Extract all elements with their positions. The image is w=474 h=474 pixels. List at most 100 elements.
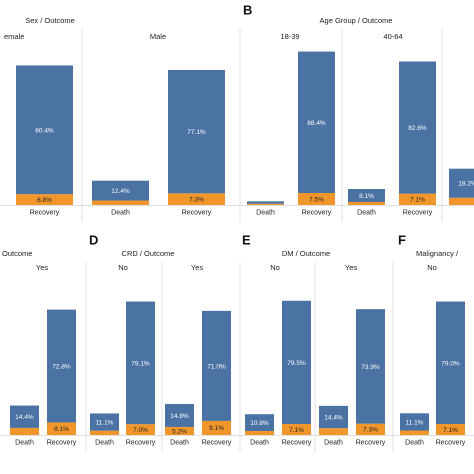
recovery-segment [168, 69, 225, 194]
recovery-value-label: 18.2% [458, 181, 474, 188]
recovery-value-label: 79.5% [287, 360, 306, 367]
recovery-segment [247, 201, 284, 204]
category-label: Recovery [126, 440, 156, 447]
death-segment [92, 200, 149, 205]
recovery-segment [16, 65, 73, 195]
recovery-value-label: 88.4% [307, 120, 326, 127]
recovery-segment [449, 168, 474, 198]
recovery-value-label: 10.8% [250, 420, 269, 427]
chart-panel: D CRD / Outcome No 11.1% Death 79.1% 7.0% Recov… [89, 232, 241, 452]
recovery-segment [348, 189, 385, 202]
recovery-segment [165, 404, 194, 427]
recovery-segment [92, 180, 149, 201]
category-label: Recovery [30, 210, 60, 217]
death-segment [348, 201, 385, 205]
group-label: Male [150, 32, 166, 41]
category-label: Recovery [47, 440, 77, 447]
death-segment [436, 423, 465, 435]
recovery-segment [356, 309, 385, 424]
death-segment [126, 424, 155, 435]
death-segment [90, 430, 119, 435]
death-segment [298, 193, 335, 205]
category-label: Recovery [182, 210, 212, 217]
panel-letter: E [242, 232, 251, 247]
recovery-segment [202, 310, 231, 421]
recovery-segment [10, 405, 39, 428]
panel-letter: F [398, 232, 406, 247]
category-label: Recovery [403, 210, 433, 217]
recovery-segment [399, 61, 436, 194]
panel-title: DM / Outcome [282, 249, 330, 258]
recovery-value-label: 14.8% [170, 413, 189, 420]
recovery-segment [436, 301, 465, 424]
death-segment [247, 203, 284, 205]
group-label: Yes [345, 263, 357, 272]
death-value-label: 8.1% [54, 426, 69, 433]
death-segment [449, 197, 474, 205]
recovery-segment [245, 414, 274, 431]
recovery-segment [319, 405, 348, 429]
category-label: Death [15, 440, 34, 447]
category-label: Death [95, 440, 114, 447]
panel-title: CRD / Outcome [122, 249, 175, 258]
recovery-value-label: 14.4% [324, 415, 343, 422]
group-label: Yes [36, 263, 48, 272]
group-label: 18-39 [280, 32, 299, 41]
death-value-label: 7.1% [443, 427, 458, 434]
death-value-label: 7.1% [289, 427, 304, 434]
category-label: Recovery [436, 440, 466, 447]
recovery-segment [298, 51, 335, 194]
recovery-value-label: 12.4% [111, 188, 130, 195]
category-label: Death [357, 210, 376, 217]
recovery-segment [126, 301, 155, 425]
group-label: emale [4, 32, 24, 41]
panel-title: Sex / Outcome [25, 16, 75, 25]
death-segment [168, 193, 225, 205]
category-label: Recovery [202, 440, 232, 447]
panel-title: Malignancy / [416, 249, 459, 258]
death-value-label: 7.5% [309, 196, 324, 203]
death-segment [10, 427, 39, 435]
panel-letter: B [243, 2, 252, 17]
category-label: Death [256, 210, 275, 217]
category-label: Death [250, 440, 269, 447]
category-label: Recovery [302, 210, 332, 217]
group-label: No [270, 263, 280, 272]
recovery-value-label: 79.1% [131, 360, 150, 367]
group-label: Yes [191, 263, 203, 272]
chart-panel: Outcome Yes 14.4% Death 72.8% 8.1% Recovery [2, 249, 87, 452]
category-label: Death [170, 440, 189, 447]
category-label: Death [111, 210, 130, 217]
recovery-value-label: 80.4% [35, 127, 54, 134]
category-label: Death [324, 440, 343, 447]
recovery-value-label: 11.1% [96, 420, 114, 427]
chart-panel: F Malignancy / No 11.1% Death 79.0% 7.1% Recove… [398, 232, 466, 446]
death-value-label: 5.2% [172, 428, 187, 435]
death-segment [245, 430, 274, 435]
recovery-value-label: 73.9% [361, 364, 380, 371]
group-label: 40-64 [383, 32, 402, 41]
recovery-value-label: 79.0% [441, 360, 460, 367]
panel-title: Age Group / Outcome [320, 16, 393, 25]
death-value-label: 6.8% [37, 197, 52, 204]
death-value-label: 7.0% [133, 427, 148, 434]
group-label: No [118, 263, 128, 272]
death-value-label: 9.1% [209, 425, 224, 432]
death-segment [47, 422, 76, 435]
recovery-value-label: 72.8% [52, 364, 71, 371]
death-segment [282, 423, 311, 435]
death-value-label: 7.3% [189, 196, 204, 203]
death-segment [202, 420, 231, 435]
death-segment [319, 428, 348, 435]
category-label: Recovery [282, 440, 312, 447]
panel-title: Outcome [2, 249, 32, 258]
death-value-label: 7.1% [410, 197, 425, 204]
chart-panel: B Age Group / Outcome 18-39 Death 88.4% 7.5% R… [243, 2, 474, 222]
category-label: Death [405, 440, 424, 447]
recovery-segment [90, 413, 119, 431]
death-segment [356, 423, 385, 435]
recovery-value-label: 11.1% [406, 419, 424, 426]
recovery-value-label: 77.1% [187, 129, 206, 136]
